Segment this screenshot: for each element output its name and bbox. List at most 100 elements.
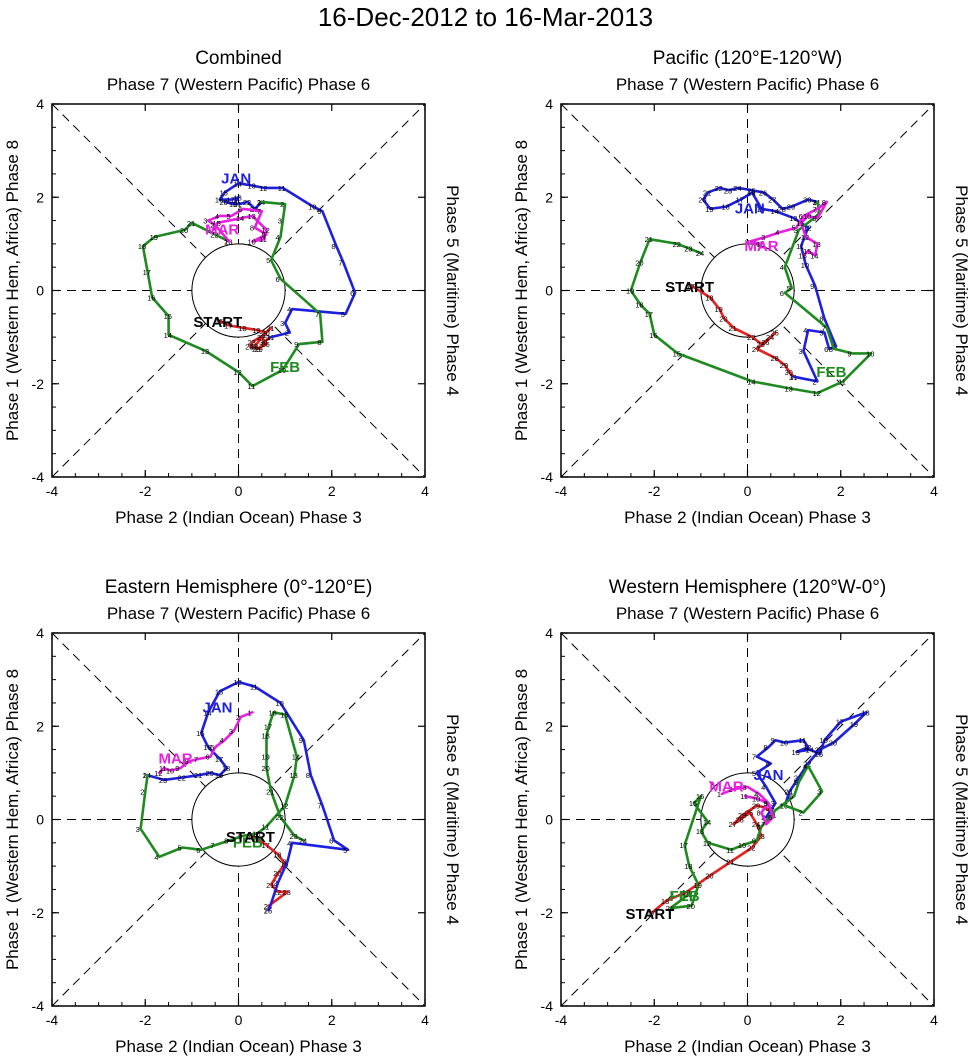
day-label: 12 <box>801 233 809 242</box>
day-label: 16 <box>268 708 276 717</box>
day-label: 5 <box>210 743 214 752</box>
trajectory-line-feb <box>139 710 306 859</box>
day-label: 2 <box>798 809 802 818</box>
day-label: 5 <box>791 224 795 233</box>
y-tick-label: 4 <box>545 625 553 641</box>
day-label: 8 <box>819 314 823 323</box>
day-label: 19 <box>261 753 269 762</box>
day-label: 18 <box>684 862 692 871</box>
day-label: 7 <box>812 205 816 214</box>
bottom-axis-label: Phase 2 (Indian Ocean) Phase 3 <box>624 508 871 527</box>
right-axis-label: Phase 5 (Maritime) Phase 4 <box>952 714 971 925</box>
bottom-axis-label: Phase 2 (Indian Ocean) Phase 3 <box>115 508 362 527</box>
day-label: 11 <box>796 242 804 251</box>
day-label: 14 <box>810 252 818 261</box>
day-label: 10 <box>801 261 809 270</box>
left-axis-label: Phase 1 (Western Hem, Africa) Phase 8 <box>512 140 531 441</box>
day-label: 16 <box>798 252 806 261</box>
day-label: 20 <box>719 314 727 323</box>
day-label: 24 <box>245 342 253 351</box>
day-label: 21 <box>266 881 274 890</box>
day-label: 3 <box>743 783 747 792</box>
day-label: 13 <box>215 687 223 696</box>
day-label: 30 <box>803 196 811 205</box>
day-label: 18 <box>238 324 246 333</box>
day-label: 12 <box>234 678 242 687</box>
day-label: 17 <box>215 755 223 764</box>
day-label: 1 <box>143 771 147 780</box>
day-label: 17 <box>836 718 844 727</box>
day-label: 19 <box>215 771 223 780</box>
x-tick-label: 0 <box>744 1012 752 1028</box>
day-label: 11 <box>278 184 286 193</box>
day-label: 3 <box>280 319 284 328</box>
day-label: 2 <box>729 785 733 794</box>
day-label: 25 <box>252 345 260 354</box>
x-tick-label: 4 <box>930 483 938 499</box>
day-label: 1 <box>789 373 793 382</box>
day-label: 29 <box>752 802 760 811</box>
month-label-mar: MAR <box>205 222 239 239</box>
top-axis-label: Phase 7 (Western Pacific) Phase 6 <box>107 604 370 623</box>
day-label: 9 <box>175 764 179 773</box>
day-label: 20 <box>687 902 695 911</box>
day-label: 14 <box>805 746 813 755</box>
left-axis-label: Phase 1 (Western Hem, Africa) Phase 8 <box>3 140 22 441</box>
day-label: 13 <box>812 240 820 249</box>
x-tick-label: 0 <box>744 483 752 499</box>
day-label: 10 <box>738 841 746 850</box>
day-label: 16 <box>203 743 211 752</box>
day-label: 26 <box>759 189 767 198</box>
day-label: 13 <box>247 182 255 191</box>
trajectory-line-feb <box>629 200 873 395</box>
day-label: 1 <box>257 198 261 207</box>
day-label: 21 <box>266 788 274 797</box>
day-label: 8 <box>250 224 254 233</box>
trajectory-line-jan <box>701 186 838 383</box>
day-label: 26 <box>761 338 769 347</box>
day-label: 9 <box>238 832 242 841</box>
day-label: 8 <box>763 743 767 752</box>
day-label: 20 <box>261 764 269 773</box>
day-label: 20 <box>220 198 228 207</box>
day-label: 5 <box>343 846 347 855</box>
day-label: 4 <box>287 305 291 314</box>
day-label: 10 <box>247 238 255 247</box>
day-label: 1 <box>756 240 760 249</box>
day-label: 21 <box>726 857 734 866</box>
month-label-mar: MAR <box>709 779 743 796</box>
day-label: 23 <box>247 338 255 347</box>
day-label: 16 <box>208 226 216 235</box>
x-tick-label: -2 <box>648 483 661 499</box>
day-label: 11 <box>247 382 255 391</box>
day-label: 11 <box>796 219 804 228</box>
day-label: 16 <box>747 189 755 198</box>
day-label: 17 <box>647 909 655 918</box>
day-label: 19 <box>715 305 723 314</box>
day-label: 2 <box>745 238 749 247</box>
day-label: 3 <box>278 217 282 226</box>
day-label: 17 <box>680 841 688 850</box>
day-label: 7 <box>315 310 319 319</box>
day-label: 14 <box>770 207 778 216</box>
day-label: 22 <box>803 760 811 769</box>
day-label: 18 <box>234 193 242 202</box>
trajectory-line-jan <box>755 710 868 819</box>
day-label: 30 <box>784 368 792 377</box>
day-label: 23 <box>756 832 764 841</box>
x-tick-label: 4 <box>421 1012 429 1028</box>
trajectory-line-feb <box>669 764 824 910</box>
day-label: 24 <box>733 184 741 193</box>
series-jan: 123456789101112131415161718192021222324J… <box>143 678 350 915</box>
day-label: 15 <box>756 205 764 214</box>
day-label: 17 <box>645 310 653 319</box>
day-label: 8 <box>306 771 310 780</box>
day-label: 2 <box>280 200 284 209</box>
y-tick-label: -2 <box>32 376 45 392</box>
day-label: 27 <box>752 345 760 354</box>
day-label: 20 <box>705 871 713 880</box>
day-label: 15 <box>164 312 172 321</box>
